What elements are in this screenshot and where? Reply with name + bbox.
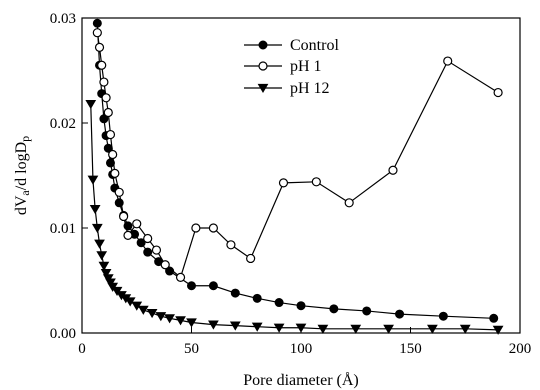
data-point <box>344 198 354 208</box>
legend-label: pH 12 <box>290 80 330 97</box>
data-point <box>273 323 285 333</box>
x-tick-label: 50 <box>184 341 199 357</box>
data-point <box>92 18 102 28</box>
data-point <box>92 28 102 38</box>
data-point <box>383 324 394 334</box>
y-axis-label-part-1: dV <box>13 195 30 215</box>
series-layer <box>85 18 504 335</box>
y-axis-label-part-2: /d logD <box>13 142 30 190</box>
data-point <box>119 211 129 222</box>
data-point <box>99 114 109 124</box>
x-tick-label: 150 <box>399 341 422 357</box>
data-point <box>105 129 116 140</box>
data-point <box>350 324 362 334</box>
y-axis-label-sub-1: a <box>18 190 32 196</box>
series-line <box>90 104 499 331</box>
data-point <box>208 223 218 233</box>
data-point <box>99 77 109 87</box>
data-point <box>114 187 124 197</box>
y-tick-label: 0.00 <box>50 326 76 342</box>
data-point <box>143 233 153 244</box>
series-1 <box>92 28 503 282</box>
data-point <box>91 223 103 234</box>
data-point <box>175 272 186 282</box>
legend-label: pH 1 <box>290 58 322 75</box>
ticks: 0 50 100 150 200 0.00 0.01 0.02 0.03 <box>50 11 532 357</box>
data-point <box>101 93 111 103</box>
data-point <box>226 240 236 250</box>
data-point <box>97 60 107 70</box>
x-axis-label: Pore diameter (Å) <box>243 371 359 389</box>
data-point <box>94 239 105 249</box>
data-point <box>136 238 146 248</box>
legend-marker <box>257 83 269 94</box>
data-point <box>252 293 262 303</box>
data-point <box>132 219 142 229</box>
data-point <box>311 177 321 187</box>
data-point <box>89 205 101 215</box>
data-point <box>103 107 113 118</box>
x-tick-label: 100 <box>290 341 313 357</box>
data-point <box>427 324 438 334</box>
data-point <box>187 281 196 291</box>
data-point <box>108 149 118 160</box>
data-point <box>492 325 504 335</box>
data-point <box>98 261 110 271</box>
data-point <box>317 324 329 334</box>
data-point <box>246 253 256 264</box>
data-point <box>274 298 284 308</box>
data-point <box>296 301 306 311</box>
legend: Control pH 1 pH 12 <box>244 37 339 97</box>
data-point <box>94 42 105 53</box>
data-point <box>137 305 149 315</box>
data-point <box>186 318 197 328</box>
data-point <box>489 313 499 323</box>
data-point <box>493 87 503 98</box>
data-point <box>85 100 97 110</box>
series-line <box>96 23 494 319</box>
data-point <box>105 158 115 168</box>
series-2 <box>85 100 504 335</box>
data-point <box>251 322 263 332</box>
data-point <box>395 309 405 319</box>
data-point <box>229 321 241 331</box>
legend-marker <box>258 40 268 50</box>
data-point <box>278 178 289 188</box>
data-point <box>164 314 175 324</box>
data-point <box>329 304 339 314</box>
y-tick-label: 0.01 <box>50 221 76 237</box>
data-point <box>160 260 170 270</box>
data-point <box>191 223 201 233</box>
legend-label: Control <box>290 37 339 54</box>
data-point <box>230 288 240 298</box>
data-point <box>208 281 218 291</box>
data-point <box>110 168 120 178</box>
x-tick-label: 0 <box>78 341 86 357</box>
data-point <box>151 245 162 255</box>
data-point <box>87 175 99 185</box>
data-point <box>146 308 158 319</box>
data-point <box>362 306 372 316</box>
x-tick-label: 200 <box>509 341 532 357</box>
data-point <box>438 311 448 321</box>
y-tick-label: 0.02 <box>50 116 76 132</box>
data-point <box>388 165 398 175</box>
data-point <box>443 56 453 66</box>
data-point <box>295 323 307 333</box>
data-point <box>100 269 112 279</box>
data-point <box>155 312 167 322</box>
y-tick-label: 0.03 <box>50 11 76 27</box>
data-point <box>123 230 133 240</box>
data-point <box>175 316 186 326</box>
y-axis-label-sub-2: p <box>18 136 32 142</box>
data-point <box>143 247 153 257</box>
y-axis-label: dVa/d logDp <box>13 136 32 215</box>
data-point <box>208 320 219 330</box>
data-point <box>459 324 471 334</box>
legend-marker <box>258 61 268 71</box>
data-point <box>96 251 108 261</box>
